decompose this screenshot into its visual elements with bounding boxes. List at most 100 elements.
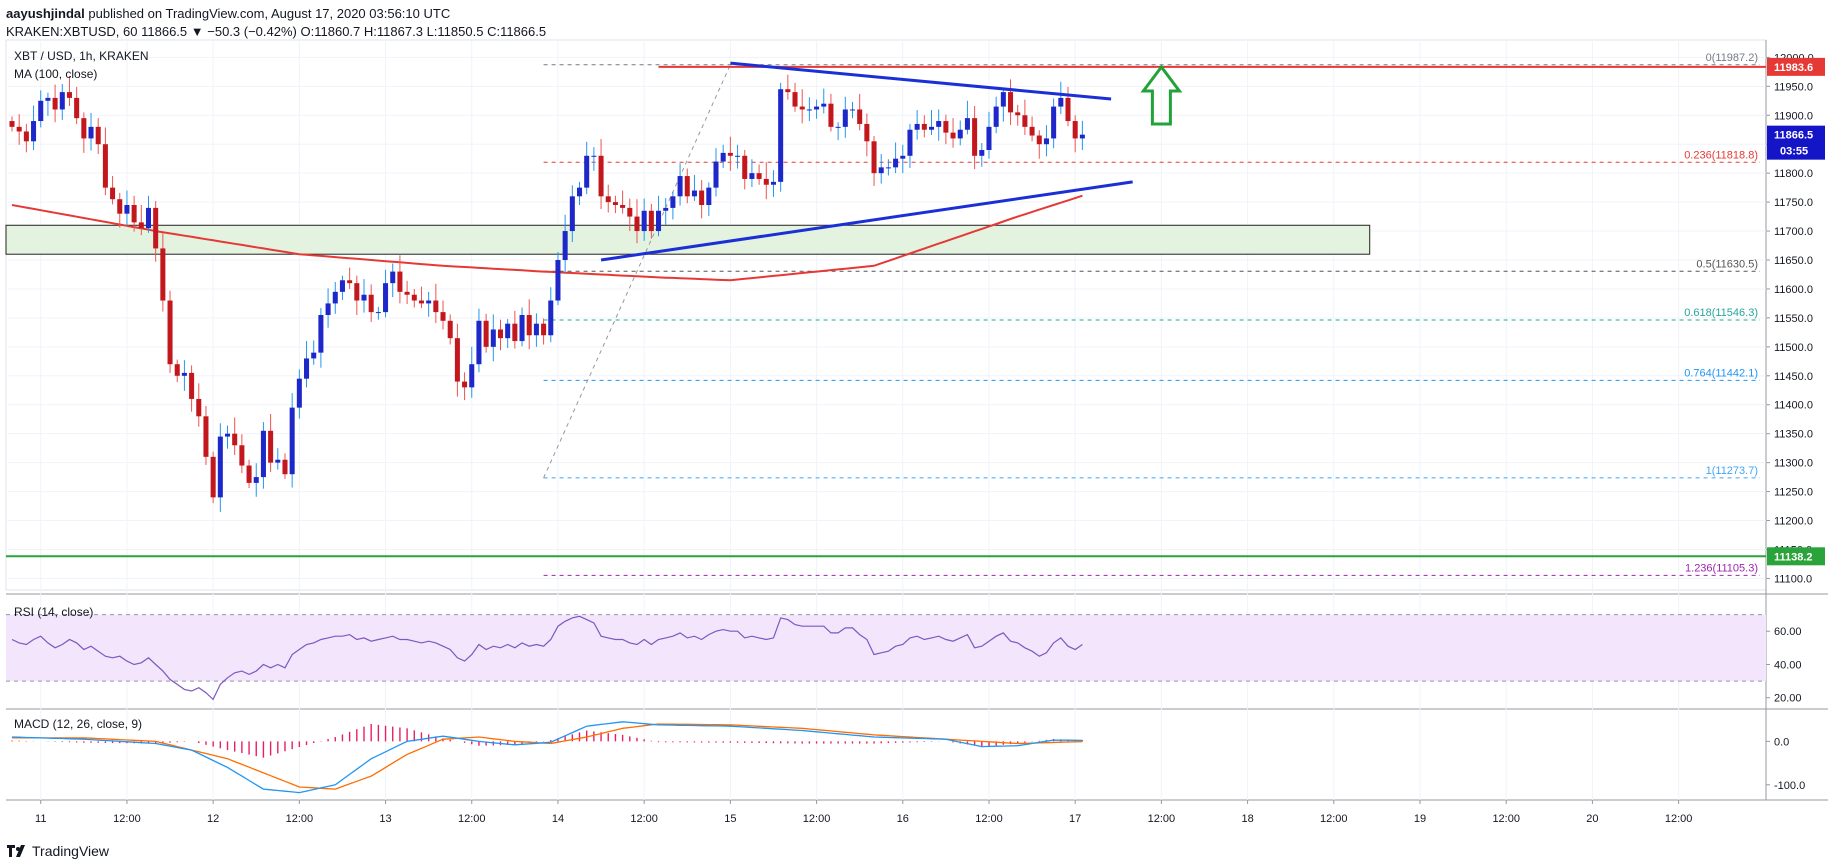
candle-body <box>325 303 331 315</box>
candle <box>131 195 137 232</box>
fib-retracement: 0(11987.2) 0.236(11818.8) 0.5(11630.5) 0.61… <box>543 52 1760 576</box>
time-tick-label: 19 <box>1414 813 1426 825</box>
candle <box>332 282 338 314</box>
candle-body <box>857 109 863 124</box>
rsi-tick-label: 20.00 <box>1774 693 1802 705</box>
candle-body <box>282 459 288 475</box>
symbol-label[interactable]: KRAKEN:XBTUSD, 60 <box>6 24 138 39</box>
candle <box>52 84 58 123</box>
price-tick-label: 11200.0 <box>1774 516 1813 528</box>
candle <box>986 111 992 159</box>
candle-body <box>383 283 389 313</box>
candle-body <box>849 109 856 111</box>
macd-line <box>11 721 1083 794</box>
legend-macd: MACD (12, 26, close, 9) <box>14 717 142 731</box>
time-tick-label: 12:00 <box>1148 813 1176 825</box>
candle-body <box>555 260 561 301</box>
support-zone <box>5 224 1371 255</box>
candle-body <box>821 103 827 107</box>
candle-body <box>1043 138 1049 145</box>
candle <box>9 116 15 132</box>
price-change: ▼ −50.3 (−0.42%) <box>190 24 297 39</box>
candle-body <box>1029 126 1035 136</box>
candle <box>325 288 331 328</box>
candle-body <box>354 283 360 301</box>
level-price-label-green-bg <box>1767 547 1825 566</box>
candle <box>814 99 820 119</box>
open-value: 11860.7 <box>314 24 361 39</box>
candle-body <box>160 248 166 301</box>
candle-body <box>526 315 532 336</box>
candle-body <box>576 187 583 197</box>
fib-label-0.5: 0.5(11630.5) <box>1696 258 1758 270</box>
time-tick-label: 16 <box>897 813 909 825</box>
candle-body <box>785 89 791 93</box>
candle-body <box>138 222 144 229</box>
candle-body <box>196 398 202 417</box>
candle-body <box>497 329 504 339</box>
candle <box>878 154 884 184</box>
fib-label-1.236: 1.236(11105.3) <box>1685 562 1758 574</box>
candle <box>497 319 504 351</box>
candle-body <box>878 167 884 174</box>
candle-body <box>828 103 834 127</box>
candle <box>232 417 238 456</box>
candle <box>842 96 848 138</box>
candle-body <box>914 123 920 130</box>
candle <box>447 314 453 345</box>
low-value: 11850.5 <box>437 24 484 39</box>
candle-body <box>95 126 101 145</box>
candle-body <box>296 378 302 408</box>
candle <box>167 290 173 373</box>
candle <box>821 88 827 114</box>
candle <box>943 114 949 145</box>
candle-body <box>217 436 223 498</box>
ma100-line <box>11 194 1083 282</box>
candle <box>964 100 970 135</box>
candle-body <box>347 280 353 284</box>
candle <box>124 190 130 226</box>
price-tick-label: 11250.0 <box>1774 487 1813 499</box>
candle-body <box>23 131 29 142</box>
candle <box>584 141 590 194</box>
candle-body <box>541 323 547 336</box>
time-tick-label: 12:00 <box>113 813 141 825</box>
time-tick-label: 17 <box>1069 813 1081 825</box>
candle <box>900 144 906 174</box>
candle <box>778 82 784 192</box>
candle-body <box>612 202 618 205</box>
author-name[interactable]: aayushjindal <box>6 6 85 21</box>
candle-body <box>476 320 482 365</box>
last-price: 11866.5 <box>141 24 188 39</box>
candle-body <box>260 430 266 478</box>
time-tick-label: 12:00 <box>458 813 486 825</box>
candle <box>110 176 116 205</box>
candle <box>505 319 511 348</box>
candle <box>735 144 741 169</box>
tradingview-footer[interactable]: TradingView <box>6 840 109 862</box>
candle <box>770 170 776 197</box>
candle-body <box>656 210 662 232</box>
price-tick-label: 11400.0 <box>1774 400 1813 412</box>
candle-body <box>964 118 970 130</box>
candle <box>196 383 202 427</box>
candle <box>189 365 195 412</box>
candle <box>440 300 446 330</box>
high-label: H: <box>363 24 377 39</box>
candle <box>239 434 245 474</box>
candle-body <box>864 123 870 142</box>
candle <box>1000 87 1006 122</box>
candle <box>512 310 518 349</box>
candle-body <box>584 155 590 188</box>
candle-body <box>426 300 432 304</box>
candle <box>548 287 554 343</box>
candle-body <box>763 178 769 185</box>
candle-body <box>447 320 453 339</box>
candle <box>885 159 891 176</box>
candle-body <box>893 158 899 168</box>
chart-canvas[interactable]: 12000.011950.011900.011850.011800.011750… <box>0 0 1828 840</box>
price-tick-label: 11800.0 <box>1774 168 1813 180</box>
candle-body <box>368 294 374 313</box>
candle <box>203 405 209 465</box>
candle-body <box>993 106 999 127</box>
